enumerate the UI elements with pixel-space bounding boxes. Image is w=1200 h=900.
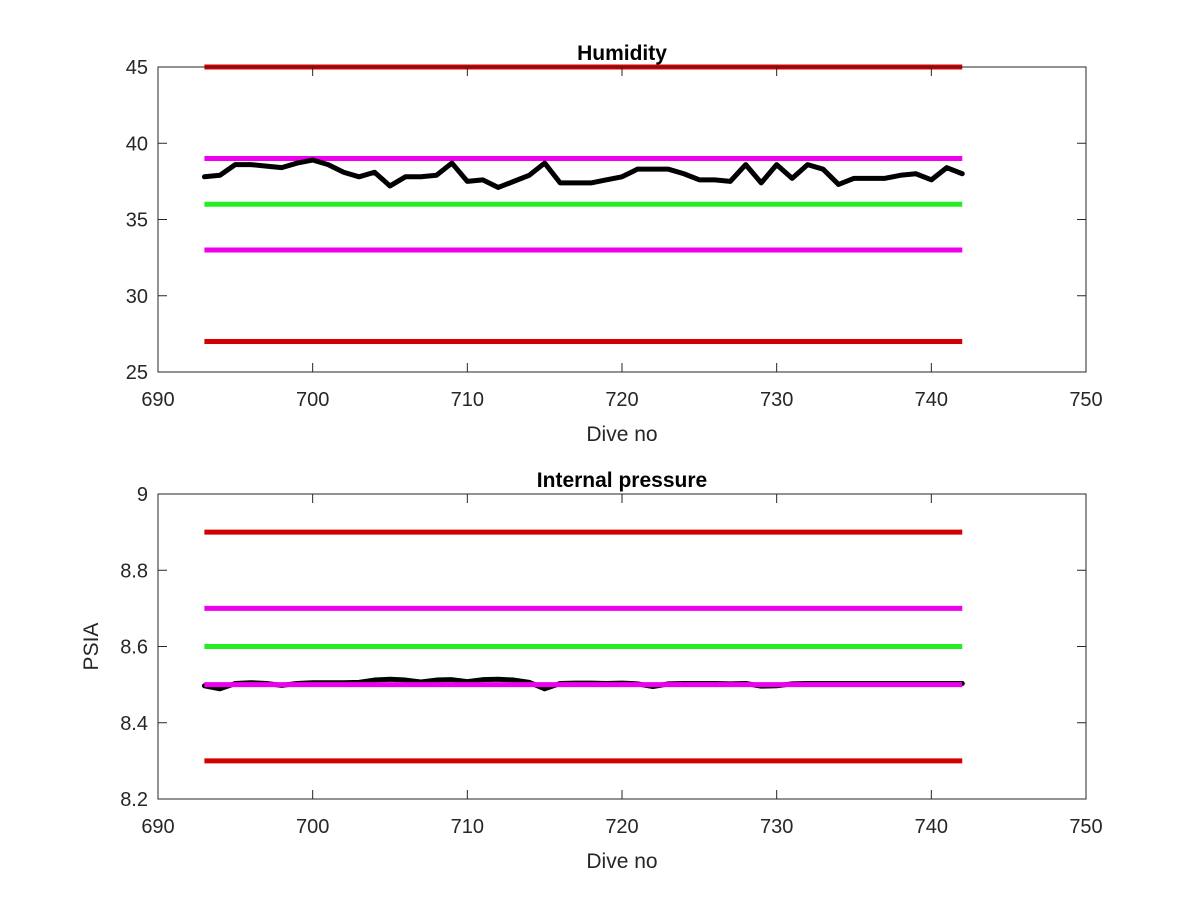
humidity-x-tick-label: 740 <box>915 389 948 411</box>
humidity-x-tick-label: 730 <box>760 389 793 411</box>
pressure-x-tick-label: 710 <box>451 816 484 838</box>
humidity-y-tick-label: 40 <box>126 133 148 155</box>
pressure-y-tick-label: 8.6 <box>120 637 148 659</box>
pressure-y-tick-label: 9 <box>137 484 148 506</box>
humidity-x-tick-label: 750 <box>1069 389 1102 411</box>
pressure-x-ticks: 690 700 710 720 730 740 750 <box>141 494 1103 838</box>
humidity-y-tick-label: 25 <box>126 362 148 384</box>
pressure-y-ticks: 8.2 8.4 8.6 8.8 9 <box>120 484 1086 811</box>
pressure-y-tick-label: 8.2 <box>120 789 148 811</box>
pressure-x-tick-label: 750 <box>1069 816 1102 838</box>
humidity-panel: 690 700 710 720 730 740 750 25 30 35 40 45 Humidit… <box>126 42 1103 446</box>
humidity-title: Humidity <box>577 42 667 65</box>
humidity-series-line-0 <box>201 157 965 190</box>
humidity-y-tick-label: 35 <box>126 210 148 232</box>
humidity-plot-area <box>158 67 1086 372</box>
pressure-threshold-lines <box>204 529 963 764</box>
humidity-y-tick-label: 30 <box>126 286 148 308</box>
pressure-x-tick-label: 730 <box>760 816 793 838</box>
humidity-x-axis-label: Dive no <box>586 423 657 446</box>
humidity-x-ticks: 690 700 710 720 730 740 750 <box>141 67 1103 411</box>
humidity-x-tick-label: 720 <box>605 389 638 411</box>
humidity-y-ticks: 25 30 35 40 45 <box>126 57 1086 384</box>
pressure-x-tick-label: 720 <box>605 816 638 838</box>
humidity-x-tick-label: 690 <box>141 389 174 411</box>
pressure-x-tick-label: 690 <box>141 816 174 838</box>
pressure-y-tick-label: 8.8 <box>120 560 148 582</box>
internal-pressure-panel: 690 700 710 720 730 740 750 8.2 8.4 8.6 8.8 9 Inte… <box>80 469 1103 873</box>
pressure-x-tick-label: 700 <box>296 816 329 838</box>
humidity-x-tick-label: 710 <box>451 389 484 411</box>
humidity-y-tick-label: 45 <box>126 57 148 79</box>
humidity-series <box>201 157 965 190</box>
pressure-y-tick-label: 8.4 <box>120 713 148 735</box>
pressure-x-tick-label: 740 <box>915 816 948 838</box>
pressure-x-axis-label: Dive no <box>586 850 657 873</box>
humidity-x-tick-label: 700 <box>296 389 329 411</box>
pressure-title: Internal pressure <box>537 469 707 492</box>
pressure-y-axis-label: PSIA <box>80 623 103 671</box>
